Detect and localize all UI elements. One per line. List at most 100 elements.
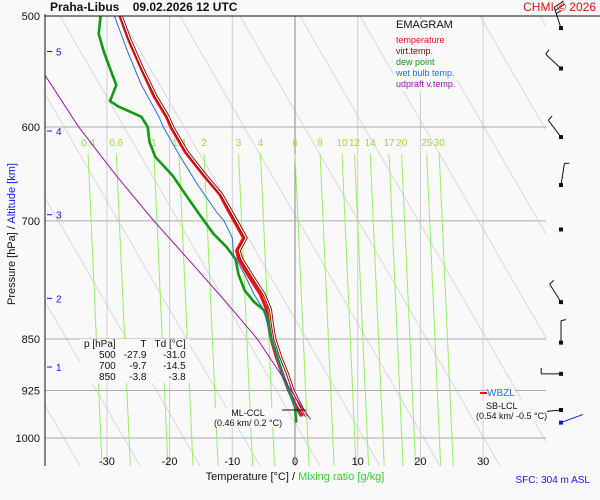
cell-td: -3.8 <box>168 372 186 383</box>
cell-td: -31.0 <box>162 350 186 361</box>
x-axis-label-mixing: Mixing ratio [g/kg] <box>298 471 385 483</box>
cell-p: 700 <box>99 361 116 372</box>
y-axis-label-sep: / <box>6 223 18 233</box>
cell-t: -9.7 <box>129 361 147 372</box>
legend-title: EMAGRAM <box>396 19 453 31</box>
wind-barb-feather <box>553 0 564 8</box>
x-axis-label-temp: Temperature [°C] <box>205 471 289 483</box>
y-axis-label-pressure: Pressure [hPa] <box>6 232 18 305</box>
altitude-tick-label: 3 <box>56 211 62 222</box>
wbzl-label: WBZL <box>487 388 515 399</box>
mixing-ratio-line <box>401 153 417 466</box>
cell-td: -14.5 <box>162 361 186 372</box>
mixing-ratio-line <box>178 153 194 466</box>
temperature-tick-label: 0 <box>292 456 298 468</box>
temperature-tick-label: 20 <box>414 456 426 468</box>
temperature-tick-label: 30 <box>477 456 489 468</box>
pressure-tick-label: 700 <box>22 216 40 228</box>
pressure-tick-label: 500 <box>22 11 40 23</box>
mixing-ratio-line <box>369 153 385 466</box>
dry-adiabat-line <box>539 16 546 28</box>
legend-item-virt-temp: virt.temp. <box>396 46 434 56</box>
mixing-ratio-label: 1 <box>151 138 157 149</box>
mixing-ratio-line <box>388 153 404 466</box>
wind-barb <box>559 319 567 345</box>
mixing-ratio-label: 12 <box>349 138 361 149</box>
wind-barb-shaft <box>549 283 562 303</box>
altitude-tick-label: 4 <box>56 127 62 138</box>
sb-lcl-value: (0.54 km/ -0.5 °C) <box>476 411 548 421</box>
wind-barb-shaft <box>545 53 562 69</box>
dry-adiabat-line <box>479 16 546 132</box>
y-axis-label-altitude: Altitude [km] <box>6 163 18 224</box>
mixing-ratio-line <box>115 153 131 466</box>
wind-barb <box>559 162 570 188</box>
legend-item-temperature: temperature <box>396 35 445 45</box>
legend: EMAGRAM temperature virt.temp. dew point… <box>394 19 458 91</box>
series-layer <box>45 16 312 423</box>
station-name: Praha-Libus <box>50 0 120 14</box>
chart-title: Praha-Libus 09.02.2026 12 UTC <box>50 0 237 14</box>
wind-barb <box>559 227 563 232</box>
mixing-ratio-label: 25 <box>421 138 433 149</box>
wbzl-annotation: WBZL <box>487 389 515 399</box>
table-row: 500 -27.9 -31.0 <box>80 350 190 361</box>
altitude-tick-label: 2 <box>56 294 62 305</box>
mixing-ratio-line <box>354 153 370 466</box>
table-row: 700 -9.7 -14.5 <box>80 361 190 372</box>
wind-barb-half-feather <box>545 49 550 55</box>
mixing-ratio-label: 17 <box>383 138 395 149</box>
sb-lcl-label: SB-LCL <box>486 401 518 411</box>
mixing-ratio-label: 8 <box>317 138 323 149</box>
legend-item-dew-point: dew point <box>396 57 435 67</box>
wind-barb-half-feather <box>560 319 567 322</box>
mixing-ratio-line <box>153 153 169 466</box>
series-line-udpraft-v-temp- <box>45 74 312 420</box>
pressure-tick-label: 600 <box>22 122 40 134</box>
x-axis-label-sep: / <box>288 471 299 483</box>
mixing-ratio-line <box>438 153 454 466</box>
y-axis-label: Pressure [hPa] / Altitude [km] <box>6 144 18 324</box>
mixing-ratio-label: 30 <box>434 138 446 149</box>
mixing-ratio-label: 10 <box>336 138 348 149</box>
cell-t: -3.8 <box>129 372 147 383</box>
cell-p: 500 <box>99 350 116 361</box>
surface-wind-station <box>559 420 563 425</box>
dry-adiabat-line <box>239 16 501 466</box>
ml-ccl-annotation: ML-CCL (0.46 km/ 0.2 °C) <box>214 408 283 428</box>
mixing-ratio-label: 2 <box>201 138 207 149</box>
series-line-virt-temp-inner <box>120 16 307 417</box>
cell-p: 850 <box>99 372 116 383</box>
mixing-ratio-label: 0.6 <box>109 138 123 149</box>
mixing-ratio-label: 14 <box>365 138 377 149</box>
temperature-tick-label: -30 <box>99 456 115 468</box>
dry-adiabat-line <box>359 16 546 339</box>
wind-barb-feather <box>554 3 565 11</box>
level-table: p [hPa] T Td [°C] 500 -27.9 -31.0 700 -9… <box>80 339 190 383</box>
temperature-tick-label: -10 <box>224 456 240 468</box>
dry-adiabat-line <box>419 16 546 236</box>
wind-barb <box>545 49 563 71</box>
wind-barb-half-feather <box>547 115 553 121</box>
cell-t: -27.9 <box>123 350 147 361</box>
ml-ccl-value: (0.46 km/ 0.2 °C) <box>214 418 283 428</box>
mixing-ratio-label: 3 <box>236 138 242 149</box>
mixing-ratio-label: 20 <box>396 138 408 149</box>
mixing-ratio-label: 0.4 <box>81 138 95 149</box>
pressure-tick-label: 850 <box>22 334 40 346</box>
mixing-ratio-label: 6 <box>292 138 298 149</box>
mixing-ratio-line <box>319 153 335 466</box>
col-pressure: p [hPa] <box>84 339 116 350</box>
altitude-tick-label: 5 <box>56 47 62 58</box>
col-dewpoint: Td [°C] <box>154 339 186 350</box>
altitude-tick-label: 1 <box>56 363 62 374</box>
wind-barb-station <box>559 227 563 232</box>
wind-barb-half-feather <box>556 10 562 15</box>
wind-barb <box>540 367 563 376</box>
mixing-ratio-label: 4 <box>258 138 264 149</box>
mixing-ratio-line <box>87 153 103 466</box>
wind-barb-layer <box>540 0 584 425</box>
wind-barb-half-feather <box>549 279 555 285</box>
